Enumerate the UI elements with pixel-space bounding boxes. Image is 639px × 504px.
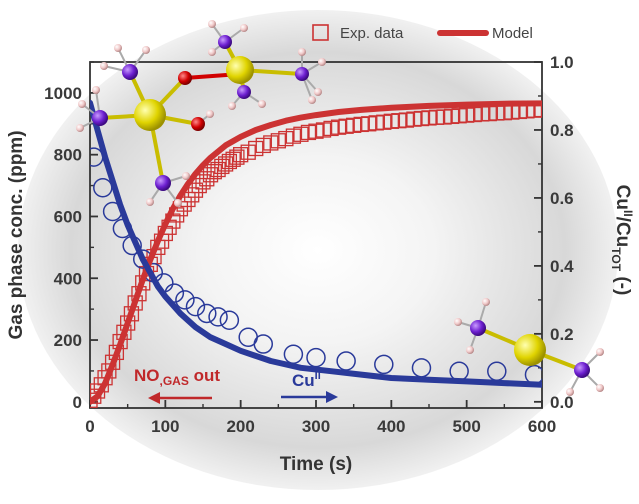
- x-tick-label: 100: [151, 417, 179, 436]
- y-left-axis-ticks: 0 200 400 600 800 1000: [44, 61, 98, 412]
- no-exp-point: [534, 101, 542, 118]
- y-right-label-sup: II: [621, 210, 635, 217]
- y-left-tick-label: 600: [54, 207, 82, 226]
- y-right-label-cu: Cu: [612, 185, 633, 210]
- legend-exp-marker: [312, 24, 329, 41]
- y-right-tick-label: 1.0: [550, 53, 574, 72]
- y-left-tick-label: 1000: [44, 84, 82, 103]
- x-tick-label: 600: [528, 417, 556, 436]
- y-right-tick-label: 0.2: [550, 325, 574, 344]
- x-tick-label: 300: [302, 417, 330, 436]
- x-tick-label: 400: [377, 417, 405, 436]
- ann-cu-sup: II: [315, 370, 321, 382]
- ann-no-arrowhead: [148, 392, 160, 404]
- y-left-tick-label: 0: [73, 393, 82, 412]
- y-left-tick-label: 800: [54, 146, 82, 165]
- molecule-top-right-icon: [208, 20, 326, 110]
- x-tick-label: 200: [226, 417, 254, 436]
- legend: Exp. data Model: [312, 24, 533, 42]
- x-tick-label: 0: [85, 417, 94, 436]
- ann-no-tail: out: [189, 366, 220, 385]
- series-layer: [90, 99, 542, 408]
- cu-exp-point: [253, 334, 274, 354]
- svg-text:NO,GAS out: NO,GAS out: [134, 366, 220, 388]
- y-left-axis-label: Gas phase conc. (ppm): [6, 130, 27, 339]
- svg-text:CuII: CuII: [292, 370, 321, 390]
- no-model-line: [90, 100, 542, 405]
- x-axis-ticks: 0 100 200 300 400 500 600: [85, 400, 556, 436]
- ann-cu-main: Cu: [292, 371, 315, 390]
- cu-exp-point: [185, 296, 206, 317]
- annotation-cu: CuII: [281, 370, 338, 403]
- legend-model-label: Model: [492, 25, 533, 42]
- y-left-tick-label: 200: [54, 331, 82, 350]
- cu-exp-point: [219, 310, 240, 331]
- molecule-right-icon: [454, 298, 604, 396]
- y-right-tick-label: 0.6: [550, 189, 574, 208]
- ann-cu-arrowhead: [326, 391, 338, 403]
- y-right-label-mid: /Cu: [612, 217, 633, 248]
- y-right-label-sub: TOT: [609, 247, 623, 271]
- ann-no-sub: ,GAS: [160, 374, 189, 388]
- y-left-tick-label: 400: [54, 269, 82, 288]
- y-right-label-tail: (-): [612, 271, 633, 295]
- y-right-axis-ticks: 0.0 0.2 0.4 0.6 0.8 1.0: [534, 53, 574, 412]
- cu-model-line: [90, 99, 542, 388]
- cu-exp-point: [374, 354, 394, 375]
- y-right-tick-label: 0.8: [550, 121, 574, 140]
- cu-exp-point: [197, 303, 217, 324]
- molecule-top-left-icon: [76, 44, 241, 207]
- cu-exp-point: [175, 290, 195, 310]
- x-axis-label: Time (s): [280, 454, 353, 475]
- legend-exp-label: Exp. data: [340, 25, 404, 42]
- y-right-tick-label: 0.0: [550, 393, 574, 412]
- no-exp-point: [229, 149, 245, 165]
- x-tick-label: 500: [452, 417, 480, 436]
- ann-no-main: NO: [134, 366, 160, 385]
- cu-exp-point: [208, 307, 228, 327]
- y-right-tick-label: 0.4: [550, 257, 574, 276]
- annotation-no-gas-out: NO,GAS out: [134, 366, 220, 404]
- y-right-axis-label: CuII/CuTOT (-): [609, 185, 635, 296]
